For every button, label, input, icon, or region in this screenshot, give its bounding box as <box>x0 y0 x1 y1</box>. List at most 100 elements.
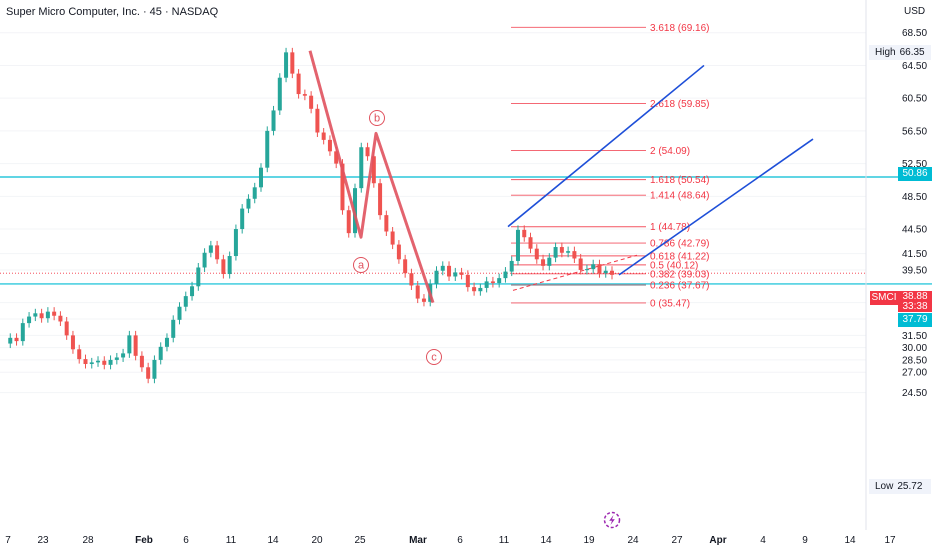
high-value: 66.35 <box>899 47 925 58</box>
candle-body <box>403 259 408 274</box>
candle-body <box>447 265 452 277</box>
fib-extension-tool[interactable]: 3.618 (69.16) 2.618 (59.85) 2 (54.09) 1.618… <box>511 23 710 310</box>
candle-body <box>177 306 182 320</box>
candle-body <box>390 231 395 245</box>
candle-body <box>290 52 295 74</box>
candle-body <box>152 359 157 379</box>
candle-body <box>566 251 571 253</box>
candle-body <box>603 270 608 274</box>
candle-body <box>133 335 138 356</box>
time-axis[interactable]: 7 23 28 Feb 6 11 14 20 25 Mar 6 11 14 19 24 27 Apr 4 9 14 17 <box>5 535 896 546</box>
candle-body <box>284 52 289 78</box>
time-tick-label: 27 <box>671 535 683 546</box>
candle-body <box>8 337 13 344</box>
price-tick-label: 31.50 <box>902 331 927 342</box>
price-tick-label: 48.50 <box>902 192 927 203</box>
candle-body <box>610 270 614 275</box>
candle-body <box>102 360 107 365</box>
candles <box>8 47 614 384</box>
fib-level-label: 2 (54.09) <box>650 146 690 157</box>
price-tick-label: 64.50 <box>902 61 927 72</box>
wave-label: c <box>431 352 437 364</box>
candle-body <box>33 313 38 317</box>
time-tick-label: 19 <box>583 535 595 546</box>
candle-body <box>384 215 389 232</box>
wave-label: b <box>374 113 380 125</box>
wave-label-circle <box>426 349 442 365</box>
channel-upper-line[interactable] <box>507 64 705 228</box>
fib-level-label: 0.382 (39.03) <box>650 269 710 280</box>
candle-body <box>96 360 101 363</box>
candle-body <box>20 323 25 342</box>
candle-body <box>265 130 270 168</box>
price-tick-label: 39.50 <box>902 265 927 276</box>
candle-body <box>359 147 364 189</box>
price-tick-label: 24.50 <box>902 388 927 399</box>
price-tick-label: 41.50 <box>902 249 927 260</box>
wave-drawing[interactable]: a b c <box>308 50 442 365</box>
wave-label-circle <box>353 257 369 273</box>
fib-level-label: 0.236 (37.67) <box>650 280 710 291</box>
candle-body <box>484 281 489 288</box>
fib-level-label: 2.618 (59.85) <box>650 99 710 110</box>
candle-body <box>503 271 508 279</box>
time-tick-label: 11 <box>499 535 510 546</box>
candle-body <box>478 287 483 292</box>
candle-body <box>202 252 207 268</box>
candle-body <box>108 359 113 365</box>
currency-label: USD <box>904 6 926 17</box>
candle-body <box>396 244 401 260</box>
level-upper-tag[interactable]: 50.86 <box>898 167 932 181</box>
time-tick-label: 24 <box>627 535 639 546</box>
time-tick-label: 28 <box>82 535 94 546</box>
wave-path[interactable] <box>308 50 435 304</box>
candle-body <box>490 281 495 284</box>
candle-body <box>321 132 326 140</box>
low-value: 25.72 <box>897 481 923 492</box>
low-label: Low <box>875 481 894 492</box>
candle-body <box>27 316 32 324</box>
last-price: 38.88 <box>902 291 928 302</box>
fib-level-label: 0.5 (40.12) <box>650 260 698 271</box>
candle-body <box>183 296 188 307</box>
candle-body <box>315 108 320 133</box>
candle-body <box>208 245 213 253</box>
candle-body <box>58 315 63 322</box>
candle-body <box>497 278 502 284</box>
candle-body <box>597 264 602 274</box>
candle-body <box>440 265 445 271</box>
time-tick-label: 6 <box>183 535 189 546</box>
time-tick-label: Apr <box>709 535 726 546</box>
candle-body <box>302 94 307 96</box>
candle-body <box>534 248 539 260</box>
candle-body <box>190 286 195 297</box>
level-lower-tag[interactable]: 37.79 <box>898 313 932 327</box>
low-marker: Low 25.72 <box>869 479 931 494</box>
time-tick-label: 11 <box>226 535 237 546</box>
candle-body <box>196 267 201 287</box>
candle-body <box>127 335 132 354</box>
candle-body <box>327 139 332 152</box>
candle-body <box>365 147 370 157</box>
candle-body <box>271 110 276 131</box>
candle-body <box>409 273 414 286</box>
candle-body <box>164 337 169 347</box>
candle-body <box>378 183 383 216</box>
candle-body <box>515 229 520 261</box>
candle-body <box>221 259 226 275</box>
time-tick-label: Feb <box>135 535 153 546</box>
time-tick-label: 4 <box>760 535 766 546</box>
candle-body <box>83 359 88 365</box>
lightning-icon[interactable] <box>603 511 621 529</box>
candle-body <box>559 247 564 253</box>
candle-body <box>146 367 151 379</box>
channel-lower-line[interactable] <box>618 138 814 276</box>
trend-channel[interactable] <box>507 64 814 276</box>
horizontal-levels[interactable] <box>0 176 932 285</box>
price-axis[interactable]: 68.50 64.50 60.50 56.50 52.50 48.50 44.50 41.50… <box>865 0 927 530</box>
time-tick-label: 25 <box>354 535 366 546</box>
candle-body <box>340 163 345 211</box>
time-tick-label: 14 <box>844 535 856 546</box>
candle-body <box>64 321 69 336</box>
